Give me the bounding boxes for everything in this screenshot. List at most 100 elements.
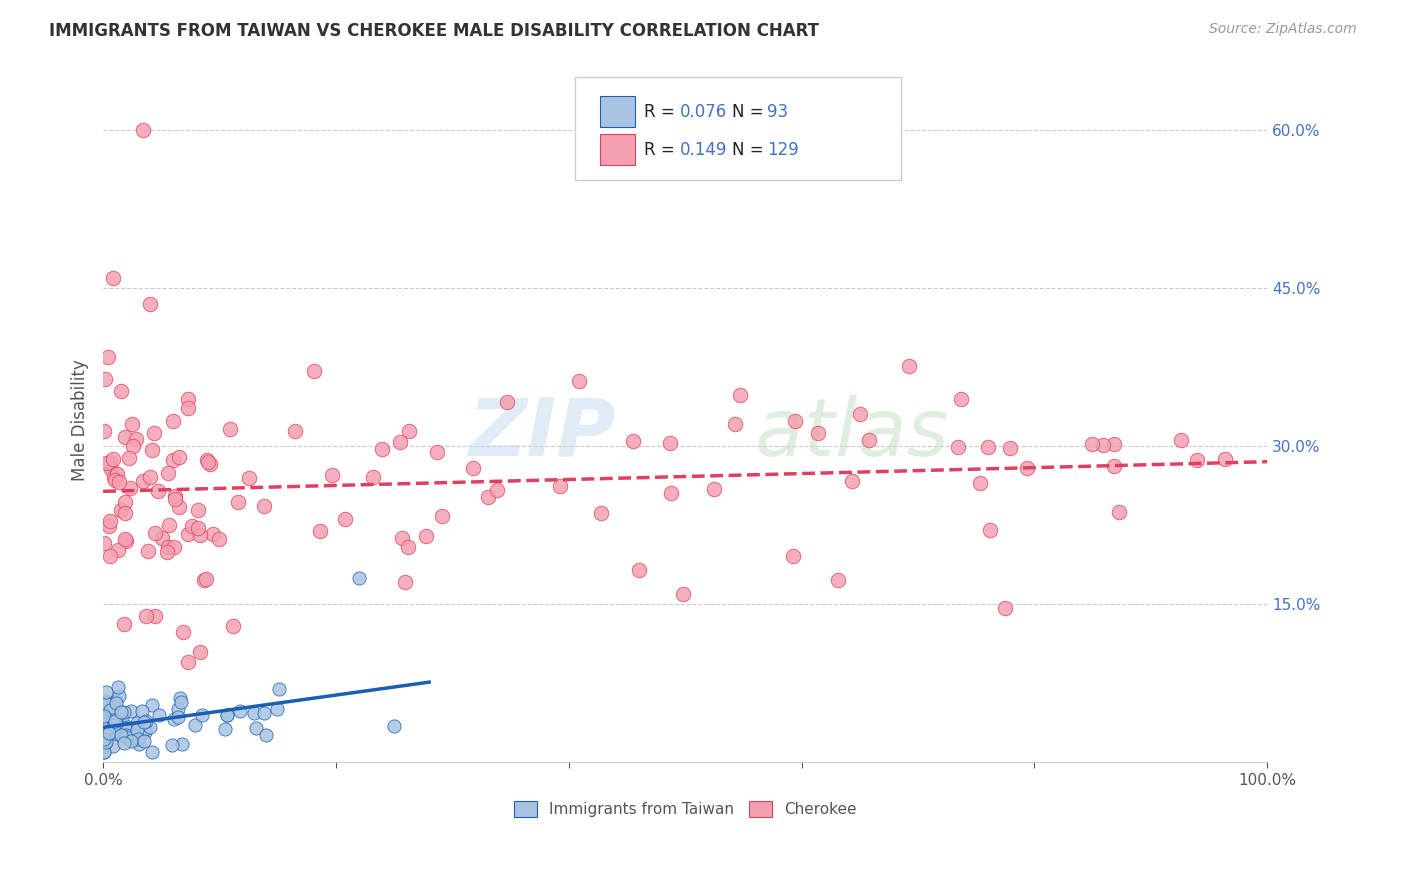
- Point: [382, 719, 405, 733]
- Point: [94, 694, 117, 708]
- Point: [94, 696, 117, 710]
- Point: [589, 506, 612, 520]
- Point: [131, 704, 153, 718]
- Point: [114, 532, 136, 546]
- Text: N =: N =: [731, 141, 769, 159]
- Point: [163, 489, 186, 503]
- Text: 0.149: 0.149: [679, 141, 727, 159]
- Point: [396, 540, 419, 554]
- Point: [97, 715, 120, 730]
- Point: [98, 712, 121, 726]
- Point: [104, 696, 127, 710]
- Point: [112, 736, 135, 750]
- Point: [162, 738, 184, 752]
- Point: [214, 722, 236, 736]
- Point: [98, 703, 121, 717]
- Point: [658, 436, 681, 450]
- Point: [229, 704, 252, 718]
- Point: [946, 441, 969, 455]
- Point: [217, 708, 239, 723]
- Text: 93: 93: [766, 103, 787, 120]
- Point: [391, 531, 413, 545]
- Point: [110, 705, 132, 719]
- Point: [163, 712, 186, 726]
- Point: [177, 401, 200, 415]
- Point: [115, 728, 138, 742]
- Point: [110, 384, 132, 399]
- Point: [148, 483, 170, 498]
- Point: [94, 725, 117, 739]
- Point: [112, 706, 135, 720]
- Point: [121, 417, 143, 431]
- Point: [388, 434, 411, 449]
- Point: [1081, 436, 1104, 450]
- Text: N =: N =: [731, 103, 769, 120]
- Point: [849, 407, 872, 421]
- Point: [114, 722, 136, 736]
- Point: [1104, 436, 1126, 450]
- Point: [165, 491, 187, 506]
- Point: [783, 414, 806, 428]
- Point: [672, 587, 695, 601]
- Point: [167, 450, 190, 464]
- Point: [104, 714, 127, 728]
- Point: [659, 486, 682, 500]
- Point: [550, 479, 572, 493]
- Point: [253, 706, 276, 720]
- Point: [97, 729, 120, 743]
- Point: [150, 532, 173, 546]
- Point: [219, 422, 242, 436]
- Point: [104, 715, 127, 730]
- Point: [979, 523, 1001, 537]
- Point: [195, 452, 218, 467]
- Point: [93, 711, 115, 725]
- Point: [100, 549, 122, 563]
- Point: [104, 694, 127, 708]
- Point: [194, 572, 217, 586]
- Point: [415, 529, 437, 543]
- Point: [93, 714, 115, 728]
- Point: [103, 717, 125, 731]
- Point: [105, 724, 128, 739]
- Text: ZIP: ZIP: [468, 394, 616, 473]
- Point: [96, 685, 118, 699]
- Point: [97, 725, 120, 739]
- Point: [101, 452, 124, 467]
- Point: [105, 716, 128, 731]
- Point: [394, 575, 416, 590]
- Point: [96, 723, 118, 738]
- Point: [188, 528, 211, 542]
- Point: [117, 720, 139, 734]
- Point: [486, 483, 509, 498]
- Point: [141, 443, 163, 458]
- Point: [107, 681, 129, 695]
- Point: [858, 433, 880, 447]
- Point: [93, 745, 115, 759]
- Point: [125, 716, 148, 731]
- Point: [187, 503, 209, 517]
- Point: [112, 616, 135, 631]
- Point: [398, 424, 420, 438]
- Point: [166, 702, 188, 716]
- Point: [98, 519, 121, 533]
- Point: [998, 442, 1021, 456]
- Point: [97, 720, 120, 734]
- Point: [97, 350, 120, 364]
- Point: [132, 734, 155, 748]
- Point: [253, 500, 276, 514]
- Point: [176, 526, 198, 541]
- Point: [118, 451, 141, 466]
- Point: [97, 720, 120, 734]
- Point: [166, 710, 188, 724]
- Point: [1170, 434, 1192, 448]
- Point: [728, 387, 751, 401]
- Point: [1102, 459, 1125, 474]
- Point: [238, 471, 260, 485]
- Text: 0.076: 0.076: [679, 103, 727, 120]
- Point: [103, 739, 125, 753]
- Point: [254, 728, 277, 742]
- Point: [148, 708, 170, 723]
- Point: [243, 706, 266, 721]
- Point: [163, 541, 186, 555]
- Point: [93, 536, 115, 550]
